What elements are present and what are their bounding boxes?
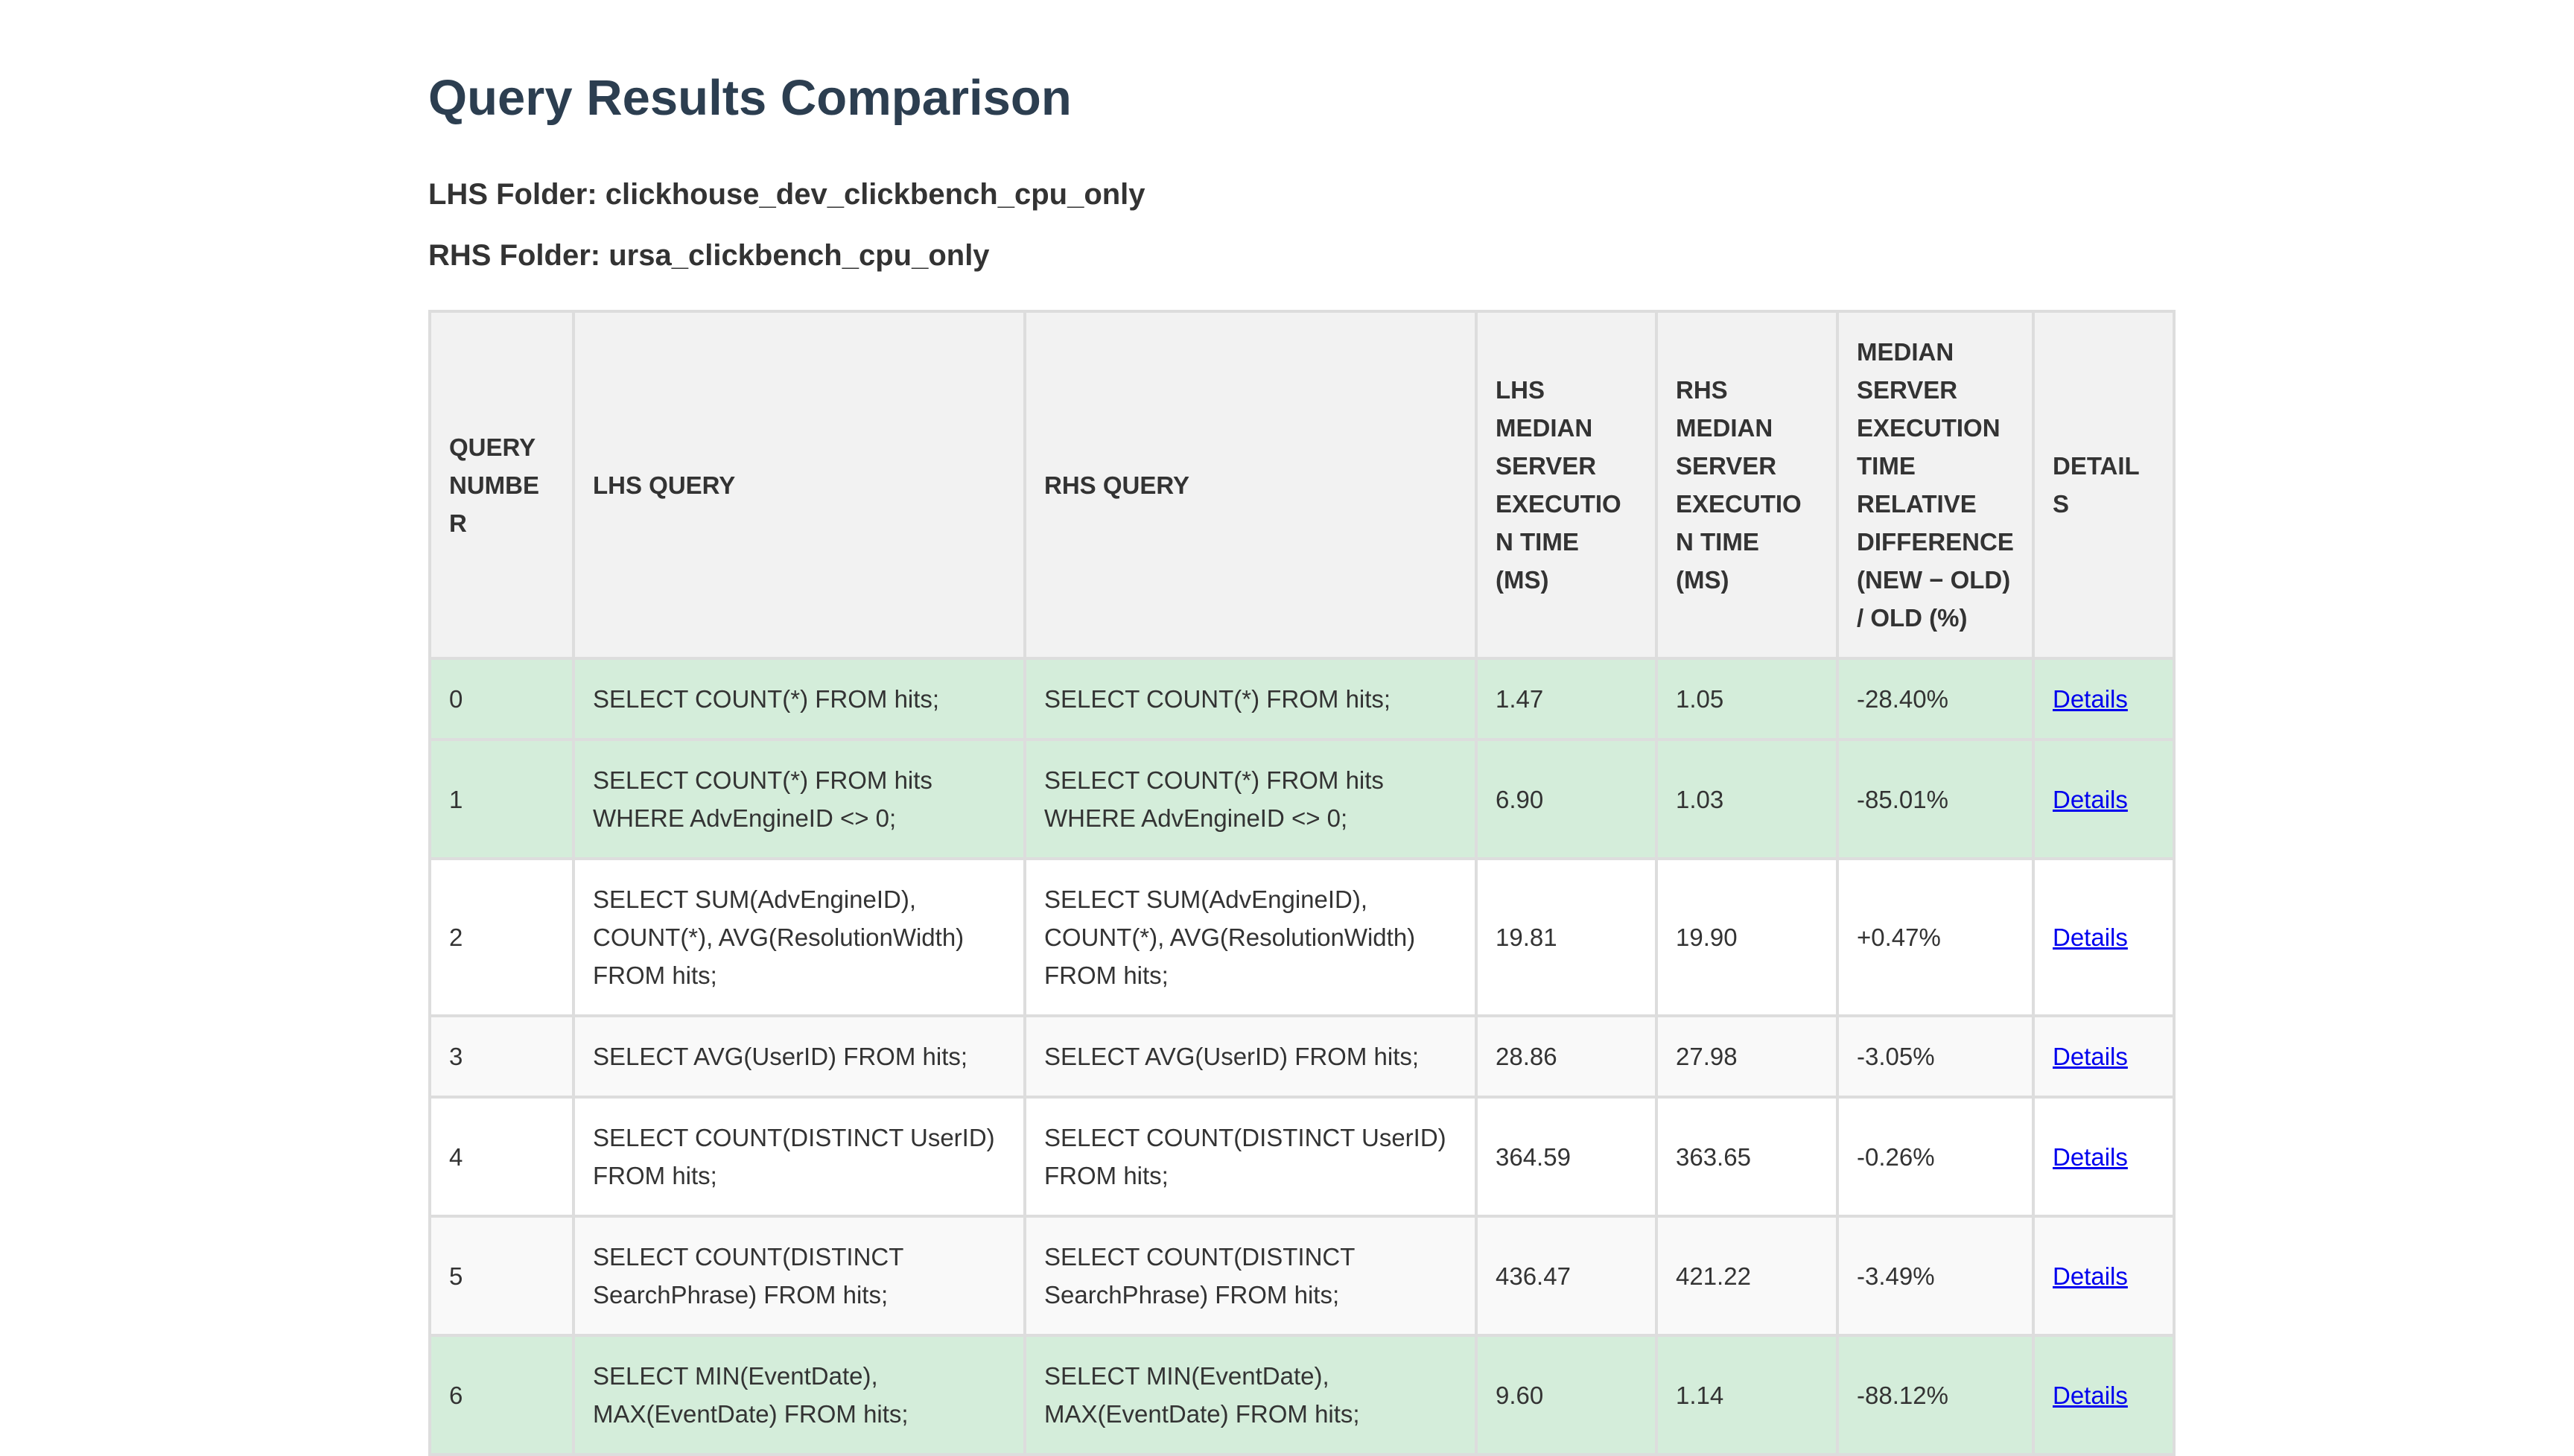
details-cell: Details [2032, 857, 2176, 1017]
table-cell: SELECT COUNT(*) FROM hits; [1023, 657, 1478, 741]
results-table: QUERY NUMBER LHS QUERY RHS QUERY LHS MEDIAN… [428, 310, 2176, 1456]
table-cell: 1 [428, 738, 575, 860]
table-cell: SELECT COUNT(DISTINCT UserID) FROM hits; [1023, 1096, 1478, 1218]
table-cell: -85.01% [1836, 738, 2035, 860]
details-link[interactable]: Details [2053, 1043, 2128, 1070]
table-cell: 363.65 [1655, 1096, 1839, 1218]
column-header: LHS QUERY [572, 310, 1026, 660]
table-cell: SELECT COUNT(*) FROM hits; [572, 657, 1026, 741]
table-cell: 19.90 [1655, 857, 1839, 1017]
details-cell: Details [2032, 657, 2176, 741]
table-cell: SELECT COUNT(DISTINCT SearchPhrase) FROM… [1023, 1215, 1478, 1337]
details-cell: Details [2032, 1215, 2176, 1337]
column-header: MEDIAN SERVER EXECUTION TIME RELATIVE DI… [1836, 310, 2035, 660]
table-cell: 27.98 [1655, 1014, 1839, 1099]
table-body: 0 SELECT COUNT(*) FROM hits; SELECT COUNT(… [428, 657, 2176, 1456]
rhs-folder: RHS Folder: ursa_clickbench_cpu_only [428, 239, 990, 272]
table-cell: +0.47% [1836, 857, 2035, 1017]
table-cell: 28.86 [1475, 1014, 1658, 1099]
table-cell: -3.49% [1836, 1215, 2035, 1337]
table-cell: SELECT COUNT(DISTINCT UserID) FROM hits; [572, 1096, 1026, 1218]
column-header: RHS MEDIAN SERVER EXECUTION TIME (MS) [1655, 310, 1839, 660]
table-cell: -0.26% [1836, 1096, 2035, 1218]
column-header: RHS QUERY [1023, 310, 1478, 660]
table-cell: SELECT COUNT(DISTINCT SearchPhrase) FROM… [572, 1215, 1026, 1337]
details-link[interactable]: Details [2053, 685, 2128, 713]
table-row: 2 SELECT SUM(AdvEngineID), COUNT(*), AVG(… [428, 857, 2176, 1017]
header-row: QUERY NUMBER LHS QUERY RHS QUERY LHS MEDIAN… [428, 310, 2176, 660]
table-cell: 4 [428, 1096, 575, 1218]
column-header: DETAILS [2032, 310, 2176, 660]
table-row: 5 SELECT COUNT(DISTINCT SearchPhrase) FRO… [428, 1215, 2176, 1337]
page-title: Query Results Comparison [428, 70, 1072, 126]
table-cell: 5 [428, 1215, 575, 1337]
details-link[interactable]: Details [2053, 785, 2128, 813]
table-cell: 19.81 [1475, 857, 1658, 1017]
details-cell: Details [2032, 1014, 2176, 1099]
table-cell: -28.40% [1836, 657, 2035, 741]
table-cell: SELECT AVG(UserID) FROM hits; [1023, 1014, 1478, 1099]
details-cell: Details [2032, 1096, 2176, 1218]
table-cell: 1.47 [1475, 657, 1658, 741]
table-cell: SELECT AVG(UserID) FROM hits; [572, 1014, 1026, 1099]
lhs-folder: LHS Folder: clickhouse_dev_clickbench_cp… [428, 178, 1145, 211]
table-cell: 436.47 [1475, 1215, 1658, 1337]
details-cell: Details [2032, 738, 2176, 860]
table-row: 0 SELECT COUNT(*) FROM hits; SELECT COUNT(… [428, 657, 2176, 741]
table-cell: 9.60 [1475, 1334, 1658, 1456]
column-header: LHS MEDIAN SERVER EXECUTION TIME (MS) [1475, 310, 1658, 660]
table-cell: SELECT MIN(EventDate), MAX(EventDate) FR… [1023, 1334, 1478, 1456]
details-cell: Details [2032, 1334, 2176, 1456]
table-cell: SELECT COUNT(*) FROM hits WHERE AdvEngin… [1023, 738, 1478, 860]
table-cell: SELECT COUNT(*) FROM hits WHERE AdvEngin… [572, 738, 1026, 860]
page: {"header":{"title":"Query Results Compar… [428, 70, 2176, 1456]
table-cell: -3.05% [1836, 1014, 2035, 1099]
table-row: 6 SELECT MIN(EventDate), MAX(EventDate) F… [428, 1334, 2176, 1456]
table-row: 1 SELECT COUNT(*) FROM hits WHERE AdvEngi… [428, 738, 2176, 860]
table-row: 4 SELECT COUNT(DISTINCT UserID) FROM hits… [428, 1096, 2176, 1218]
table-cell: 0 [428, 657, 575, 741]
table-cell: 2 [428, 857, 575, 1017]
details-link[interactable]: Details [2053, 923, 2128, 951]
table-cell: 1.03 [1655, 738, 1839, 860]
body: Query Results Comparison LHS Folder: cli… [428, 70, 2176, 1456]
table-cell: 6 [428, 1334, 575, 1456]
table-cell: 364.59 [1475, 1096, 1658, 1218]
table-cell: 421.22 [1655, 1215, 1839, 1337]
table-cell: SELECT MIN(EventDate), MAX(EventDate) FR… [572, 1334, 1026, 1456]
table-row: 3 SELECT AVG(UserID) FROM hits; SELECT AVG… [428, 1014, 2176, 1099]
table-cell: 3 [428, 1014, 575, 1099]
table-cell: SELECT SUM(AdvEngineID), COUNT(*), AVG(R… [1023, 857, 1478, 1017]
details-link[interactable]: Details [2053, 1142, 2128, 1171]
table-cell: -88.12% [1836, 1334, 2035, 1456]
details-link[interactable]: Details [2053, 1381, 2128, 1409]
table-cell: SELECT SUM(AdvEngineID), COUNT(*), AVG(R… [572, 857, 1026, 1017]
details-link[interactable]: Details [2053, 1262, 2128, 1290]
table-cell: 6.90 [1475, 738, 1658, 860]
table-cell: 1.05 [1655, 657, 1839, 741]
table-cell: 1.14 [1655, 1334, 1839, 1456]
column-header: QUERY NUMBER [428, 310, 575, 660]
